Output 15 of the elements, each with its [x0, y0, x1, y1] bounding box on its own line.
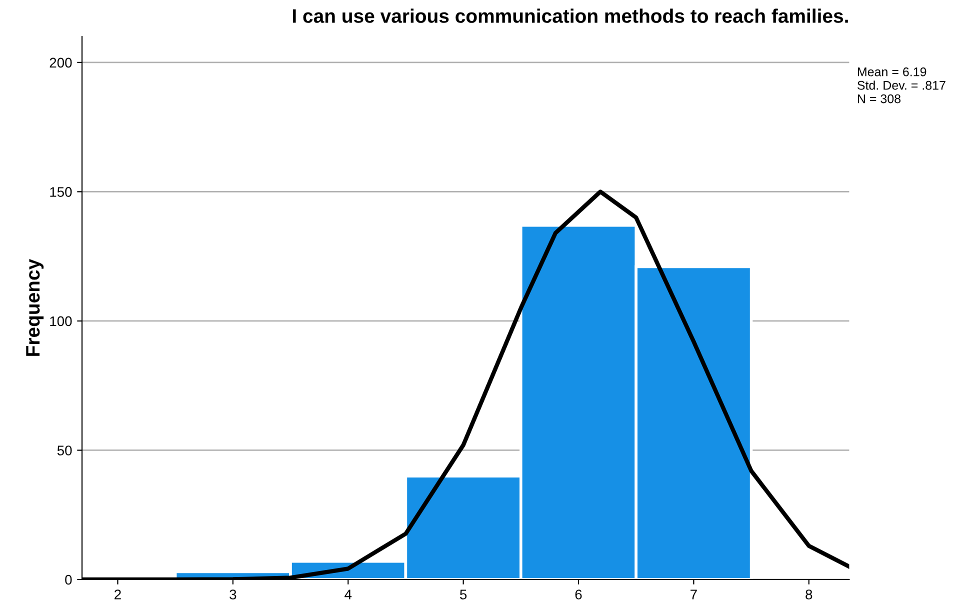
y-axis-title: Frequency — [26, 258, 44, 356]
x-tick-label: 7 — [690, 590, 697, 600]
x-tick-label: 3 — [230, 590, 236, 600]
y-tick-label: 50 — [57, 446, 72, 456]
y-tick-label: 0 — [65, 574, 72, 585]
chart-title: I can use various communication methods to reach families. — [292, 8, 848, 23]
y-tick-label: 200 — [50, 58, 72, 68]
y-tick-label: 100 — [50, 316, 72, 326]
x-tick-label: 6 — [575, 590, 582, 600]
x-tick-label: 5 — [460, 590, 467, 600]
text: Mean = 6.19 Std. Dev. = .817 N = 308 — [857, 67, 946, 104]
x-tick-label: 4 — [344, 590, 352, 600]
y-tick-label: 150 — [50, 187, 72, 197]
x-tick-label: 8 — [806, 590, 812, 600]
x-tick-label: 2 — [114, 590, 121, 600]
